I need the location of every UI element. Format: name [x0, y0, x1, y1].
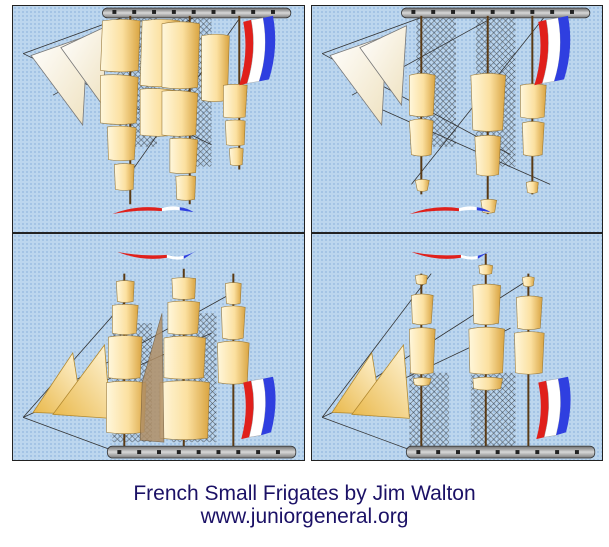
sail [470, 73, 506, 132]
sail [116, 280, 135, 303]
hull [406, 445, 596, 459]
jib-sail [359, 25, 407, 107]
sail [409, 118, 434, 157]
sail [522, 121, 545, 157]
sail [415, 274, 428, 285]
sail [223, 84, 248, 119]
sail [468, 326, 505, 375]
sail [225, 119, 246, 147]
ship-reduced-sail-top-illustration [322, 7, 591, 215]
spanker-sail [139, 313, 165, 443]
caption-website: www.juniorgeneral.org [200, 505, 409, 528]
french-ensign [241, 376, 276, 440]
panel-full-sail-top [12, 5, 305, 233]
hull [401, 7, 591, 19]
pennant [117, 249, 198, 260]
sail [409, 327, 436, 375]
sail [159, 380, 210, 440]
ship-full-sail-bottom-illustration [22, 249, 297, 459]
sail [100, 74, 139, 125]
sail [520, 83, 547, 119]
sail [175, 175, 196, 201]
sail [413, 377, 432, 386]
caption-title: French Small Frigates by Jim Walton [133, 482, 476, 505]
pennant [411, 249, 492, 260]
sail [108, 335, 143, 380]
sail [225, 282, 242, 305]
pennant [112, 206, 194, 215]
sail [526, 181, 539, 194]
sail [112, 304, 139, 335]
sail [100, 19, 141, 73]
sail [169, 137, 198, 174]
sail [114, 163, 135, 191]
pennant [409, 206, 491, 215]
sail [409, 73, 436, 117]
panel-reduced-sail-bottom [311, 233, 603, 461]
sail [474, 135, 501, 177]
sail [411, 293, 434, 325]
sail [472, 376, 503, 391]
panel-reduced-sail-top [311, 5, 603, 233]
sail [171, 277, 196, 300]
sail [167, 300, 200, 335]
french-ensign [534, 15, 571, 86]
sail [161, 21, 200, 90]
sail [229, 147, 244, 166]
french-ensign [239, 15, 276, 86]
sail [217, 340, 250, 385]
panel-full-sail-bottom [12, 233, 305, 461]
french-ensign [536, 376, 571, 440]
sail [107, 125, 137, 161]
sail [221, 305, 246, 340]
sail [478, 264, 494, 275]
sail [163, 335, 206, 380]
sail [516, 295, 543, 330]
hull [107, 445, 297, 459]
sail [161, 90, 198, 137]
jib-sail [351, 343, 410, 419]
sail [106, 380, 147, 435]
ship-full-sail-top-illustration [23, 7, 292, 215]
sail [522, 276, 535, 287]
sail [514, 331, 545, 375]
jib-sail [52, 343, 111, 419]
sail [472, 283, 501, 325]
ship-reduced-sail-bottom-illustration [321, 249, 596, 459]
sail [415, 179, 430, 192]
